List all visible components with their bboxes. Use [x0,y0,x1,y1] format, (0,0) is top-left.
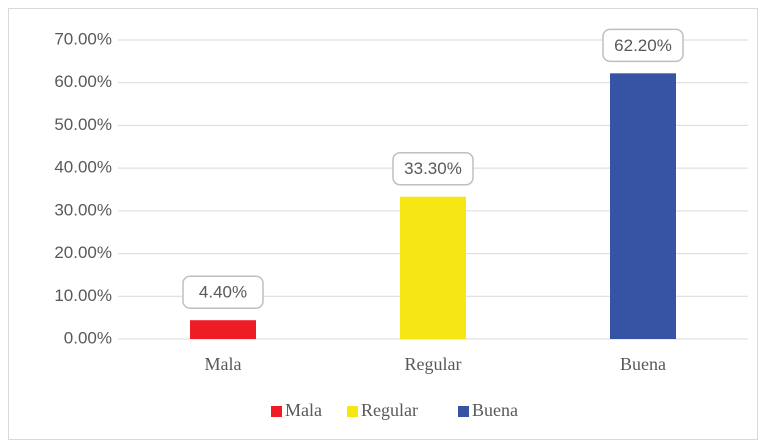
data-label: 4.40% [199,283,247,302]
legend-label: Mala [285,400,322,420]
data-label-box [392,152,474,186]
data-label-box [602,28,684,63]
y-tick-label: 10.00% [54,286,112,305]
x-tick-label: Regular [405,354,462,374]
y-tick-label: 30.00% [54,200,112,219]
data-label: 62.20% [614,36,672,55]
legend-swatch [271,406,282,417]
legend-swatch [347,406,358,417]
bar [610,73,676,340]
legend-label: Buena [472,400,518,420]
data-label: 33.30% [404,159,462,178]
y-tick-label: 50.00% [54,115,112,134]
y-tick-label: 70.00% [54,29,112,48]
y-tick-label: 60.00% [54,72,112,91]
bar [400,196,466,339]
legend-swatch [458,406,469,417]
legend-label: Regular [361,400,418,420]
y-tick-label: 0.00% [64,328,112,347]
x-tick-label: Buena [620,354,666,374]
x-tick-label: Mala [205,354,242,374]
data-label-box [182,275,264,309]
y-tick-label: 20.00% [54,243,112,262]
y-tick-label: 40.00% [54,158,112,177]
bar [190,320,256,339]
